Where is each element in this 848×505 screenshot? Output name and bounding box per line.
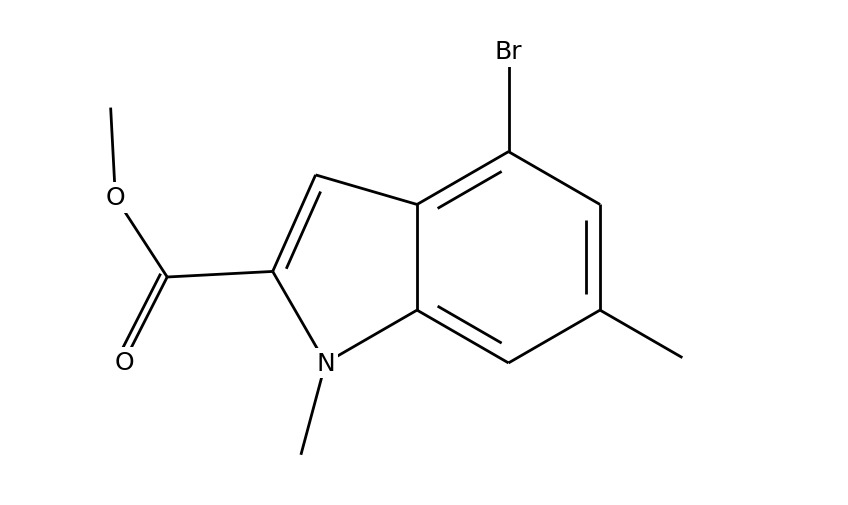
Text: N: N: [316, 351, 335, 375]
Text: O: O: [105, 186, 126, 210]
Text: O: O: [114, 350, 134, 374]
Text: Br: Br: [494, 40, 522, 64]
